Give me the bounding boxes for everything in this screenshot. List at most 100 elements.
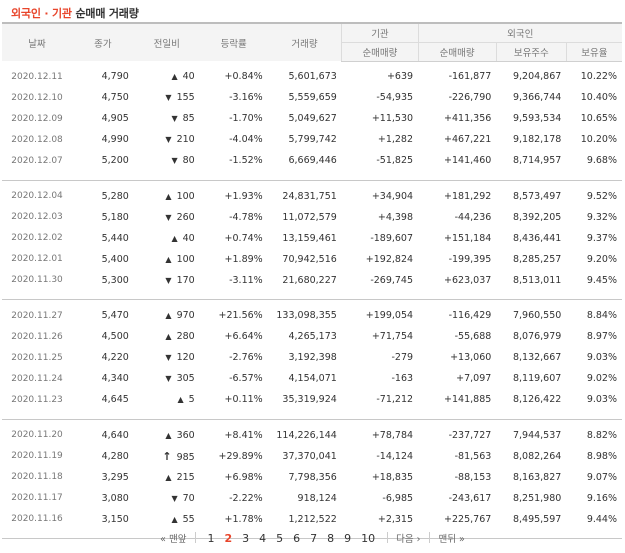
cell-foreign-ratio: 9.07%	[586, 471, 617, 483]
cell-foreign-hold: 8,163,827	[512, 471, 562, 483]
last-page-label: 맨뒤	[438, 534, 456, 545]
cell-change: ▲ 55	[134, 509, 200, 530]
last-page-link[interactable]: 맨뒤 »	[438, 531, 464, 545]
cell-change: ▲ 40	[134, 228, 200, 249]
cell-foreign-net: +151,184	[444, 232, 492, 244]
cell-rate: +21.56%	[218, 310, 263, 321]
cell-date: 2020.12.07	[11, 155, 63, 166]
cell-change: ▼ 210	[134, 129, 200, 150]
cell-foreign-hold: 8,285,257	[512, 253, 562, 265]
cell-inst-net: +1,282	[377, 134, 414, 145]
table-row: 2020.11.26 4,500 ▲ 280 +6.64% 4,265,173 +71,75…	[2, 326, 622, 347]
cell-foreign-ratio: 9.16%	[586, 492, 617, 504]
right-caret-icon: ›	[416, 534, 421, 545]
cell-foreign-hold: 7,944,537	[512, 429, 562, 441]
cell-foreign-net: +411,356	[444, 113, 492, 124]
page-link-10[interactable]: 10	[361, 532, 376, 545]
triangle-up-icon: ▲	[165, 472, 172, 482]
cell-inst-net: -279	[391, 352, 414, 363]
header-foreign-ratio: 보유율	[565, 42, 622, 62]
cell-inst-net: -189,607	[370, 232, 414, 244]
cell-close: 4,645	[101, 394, 129, 405]
page-link-5[interactable]: 5	[276, 532, 284, 545]
change-value: 360	[176, 429, 195, 441]
cell-rate: +6.64%	[224, 331, 263, 342]
page-link-8[interactable]: 8	[327, 532, 335, 545]
cell-foreign-hold: 8,513,011	[512, 274, 562, 286]
page-title: 외국인 · 기관 순매매 거래량	[11, 5, 139, 21]
page-link-7[interactable]: 7	[310, 532, 318, 545]
cell-volume: 114,226,144	[276, 429, 337, 441]
change-value: 80	[182, 155, 195, 166]
cell-foreign-ratio: 10.20%	[580, 134, 617, 145]
page-link-1[interactable]: 1	[207, 532, 215, 545]
change-value: 260	[176, 211, 195, 223]
cell-volume: 21,680,227	[282, 274, 337, 286]
cell-rate: -2.76%	[229, 352, 263, 363]
header-rate: 등락률	[199, 22, 268, 61]
table-row: 2020.11.30 5,300 ▼ 170 -3.11% 21,680,227 -269,…	[2, 270, 622, 291]
cell-close: 5,180	[101, 211, 129, 223]
cell-rate: -4.78%	[229, 211, 263, 223]
cell-rate: +1.78%	[224, 513, 263, 525]
next-page-link[interactable]: 다음 ›	[396, 531, 420, 545]
cell-foreign-net: +141,885	[444, 394, 492, 405]
cell-foreign-net: -237,727	[448, 429, 492, 441]
next-page-label: 다음	[396, 534, 414, 545]
page-link-3[interactable]: 3	[242, 532, 250, 545]
cell-rate: +8.41%	[224, 429, 263, 441]
cell-change: ▲ 100	[134, 249, 200, 270]
header-close: 종가	[72, 22, 134, 61]
cell-foreign-ratio: 9.03%	[586, 352, 617, 363]
first-page-link[interactable]: « 맨앞	[160, 531, 186, 545]
table-row: 2020.12.07 5,200 ▼ 80 -1.52% 6,669,446 -51,825…	[2, 150, 622, 171]
cell-volume: 5,049,627	[288, 113, 337, 124]
cell-close: 5,200	[101, 155, 129, 166]
header-foreign-net: 순매매량	[417, 42, 497, 62]
cell-foreign-net: -81,563	[454, 450, 492, 462]
page-link-2[interactable]: 2	[224, 532, 233, 545]
cell-foreign-ratio: 9.52%	[586, 190, 617, 202]
cell-foreign-hold: 8,251,980	[512, 492, 562, 504]
cell-date: 2020.11.24	[11, 373, 63, 384]
cell-foreign-ratio: 9.20%	[586, 253, 617, 265]
triangle-down-icon: ▼	[171, 493, 178, 503]
row-spacer	[2, 299, 622, 300]
cell-date: 2020.11.30	[11, 275, 63, 285]
cell-volume: 11,072,579	[282, 211, 337, 223]
cell-inst-net: +199,054	[365, 310, 414, 321]
cell-date: 2020.12.02	[11, 233, 63, 243]
page-link-6[interactable]: 6	[293, 532, 301, 545]
cell-rate: -4.04%	[229, 134, 263, 145]
cell-foreign-ratio: 9.32%	[586, 211, 617, 223]
cell-foreign-hold: 8,119,607	[512, 373, 562, 384]
cell-date: 2020.11.17	[11, 493, 63, 503]
cell-inst-net: -71,212	[376, 394, 414, 405]
cell-inst-net: -14,124	[376, 450, 414, 462]
cell-inst-net: -163	[391, 373, 414, 384]
triangle-up-icon: ▲	[171, 514, 178, 524]
header-change: 전일비	[133, 22, 200, 61]
cell-foreign-ratio: 8.82%	[586, 429, 617, 441]
cell-foreign-hold: 9,366,744	[512, 92, 562, 103]
change-value: 210	[176, 134, 195, 145]
cell-date: 2020.12.03	[11, 212, 63, 222]
cell-volume: 70,942,516	[282, 253, 337, 265]
cell-foreign-net: -161,877	[448, 71, 492, 82]
cell-date: 2020.11.20	[11, 430, 63, 440]
cell-rate: -2.22%	[229, 492, 263, 504]
table-row: 2020.11.27 5,470 ▲ 970 +21.56% 133,098,355 +19…	[2, 305, 622, 326]
pager-divider	[386, 532, 388, 543]
cell-foreign-hold: 7,960,550	[512, 310, 562, 321]
cell-foreign-hold: 8,132,667	[512, 352, 562, 363]
cell-change: ▼ 305	[134, 368, 200, 389]
cell-inst-net: +18,835	[371, 471, 414, 483]
cell-foreign-net: +181,292	[444, 190, 492, 202]
change-value: 5	[188, 394, 195, 405]
page-link-4[interactable]: 4	[259, 532, 267, 545]
cell-close: 5,300	[101, 274, 129, 286]
cell-close: 5,400	[101, 253, 129, 265]
cell-volume: 7,798,356	[288, 471, 337, 483]
page-link-9[interactable]: 9	[344, 532, 352, 545]
cell-change: ▲ 970	[134, 305, 200, 326]
